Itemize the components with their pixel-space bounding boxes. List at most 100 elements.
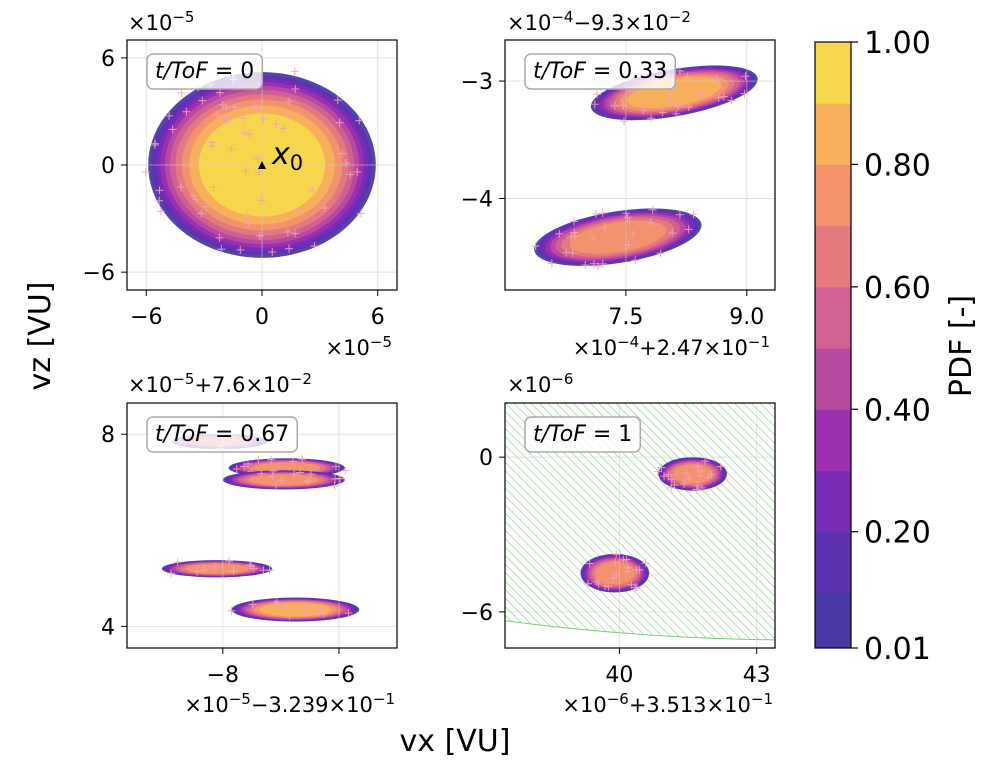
sample-marker [693,90,702,99]
sample-marker [192,195,201,204]
colorbar-segment [815,103,851,165]
sample-marker [283,228,292,237]
sample-marker [598,209,607,218]
y-offset-label: ×10−4​−9.3×10−2​ [507,8,691,35]
sample-marker [631,583,640,592]
colorbar-segment [815,531,851,594]
sample-marker [666,91,675,100]
sample-marker [570,217,579,226]
time-badge: t/ToF = 0.67 [155,422,289,447]
sample-marker [346,170,355,179]
subplot-3: −8 −6 8 4 t/ToF = 0.67 ×10−5​+7.6×10−2​ ×10−5​… [101,370,398,717]
sample-marker [668,229,677,238]
sample-marker [692,485,701,494]
sample-marker [629,229,638,238]
sample-marker [611,558,620,567]
sample-marker [335,118,344,127]
sample-marker [674,102,683,111]
sample-marker [670,480,679,489]
sample-marker [243,211,252,220]
sample-marker [333,96,342,105]
sample-marker [173,558,182,567]
y-tick-label: 6 [101,47,115,72]
sample-marker [239,114,248,123]
x-tick-label: −6 [130,305,162,330]
sample-marker [320,204,329,213]
sample-marker [657,463,666,472]
sample-marker [271,600,280,609]
sample-marker [319,609,328,618]
sample-marker [285,611,294,620]
sample-marker [683,73,692,82]
x-offset-label: ×10−5​−3.239×10−1​ [184,690,395,717]
axes-frame [126,39,398,291]
sample-marker [308,186,317,195]
sample-marker [227,145,236,154]
sample-marker [682,469,691,478]
sample-marker [623,567,632,576]
sample-marker [639,106,648,115]
time-badge-box [146,416,299,453]
sample-marker [331,474,340,483]
sample-marker [646,218,655,227]
sample-marker [719,92,728,101]
sample-marker [197,209,206,218]
sample-marker [704,473,713,482]
y-tick-label: −6 [83,261,115,286]
sample-marker [625,217,634,226]
sample-marker [272,480,281,489]
sample-marker [570,228,579,237]
sample-marker [249,102,258,111]
sample-marker [600,223,609,232]
sample-marker [222,102,231,111]
sample-marker [247,561,256,570]
sample-marker [697,89,706,98]
sample-marker [589,234,598,243]
sample-marker [240,128,249,137]
sample-marker [620,117,629,126]
sample-marker [675,66,684,75]
sample-marker [684,103,693,112]
sample-marker [712,74,721,83]
sample-marker [592,577,601,586]
y-tick-label: 0 [101,154,115,179]
sample-marker [547,259,556,268]
sample-marker [177,183,186,192]
sample-marker [622,555,631,564]
sample-marker [684,225,693,234]
sample-marker [624,563,633,572]
y-tick-label: −3 [461,70,493,95]
sample-marker [593,90,601,99]
sample-marker [338,149,347,158]
sample-marker [198,96,207,105]
y-tick-label: 4 [101,615,115,640]
time-badge: t/ToF = 0 [155,59,254,84]
axes-frame [504,39,776,291]
time-badge: t/ToF = 0.33 [533,59,667,84]
colorbar-segment [815,470,851,533]
sample-marker [240,462,249,471]
density-blob [222,466,345,490]
y-tick-label: −6 [461,601,493,626]
sample-marker [141,168,150,177]
sample-marker [590,100,599,109]
sample-marker [698,483,707,492]
colorbar-label: PDF [-] [944,295,979,397]
sample-marker [232,465,241,474]
sample-marker [210,562,219,571]
x-tick-label: 0 [255,305,269,330]
sample-marker [341,159,350,168]
sample-marker [610,101,619,110]
x-offset-label: ×10−6​+3.513×10−1​ [562,690,773,717]
x-tick-label: 43 [743,663,771,688]
colorbar-segment [815,348,851,410]
density-blob [654,457,727,494]
sample-marker [156,207,165,216]
colorbar-tick-label: 1.00 [864,26,931,61]
colorbar-segment [815,164,851,227]
density-blob [161,556,274,578]
colorbar-tick-label: 0.80 [864,148,931,183]
sample-marker [289,457,298,466]
sample-marker [202,202,211,211]
